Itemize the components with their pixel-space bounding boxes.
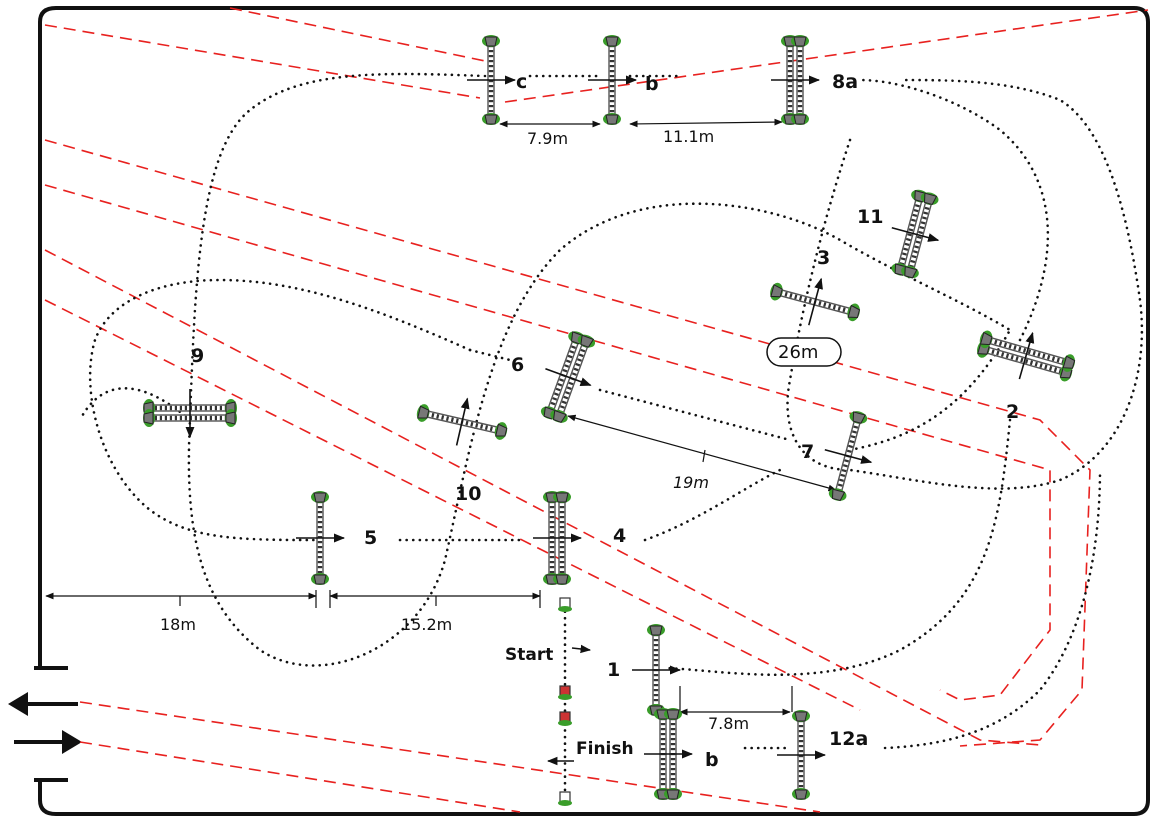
fence-2 [977, 330, 1076, 382]
start-arrow [571, 644, 592, 654]
track-line [44, 184, 1051, 701]
distance-markers [45, 118, 837, 716]
badge-distance-label: 26m [778, 342, 818, 363]
arrow-left-icon [8, 692, 78, 716]
track-lines [44, 7, 1149, 813]
fence-label-11: 11 [857, 206, 883, 228]
distance-badge: 26m [766, 337, 842, 367]
fence-3 [770, 277, 861, 326]
fence-4 [533, 491, 583, 585]
distance-label: 7.9m [527, 129, 568, 148]
arena-border [34, 6, 1150, 816]
distance-label: 7.8m [708, 714, 749, 733]
riding-path-segment [786, 78, 1144, 490]
marker-base [558, 606, 572, 612]
marker-base [558, 800, 572, 806]
fence-8a [771, 35, 821, 125]
track-line [229, 7, 491, 63]
fence-label-2: 2 [1006, 401, 1019, 423]
fence-label-8b: b [645, 73, 659, 95]
track-line [79, 701, 821, 813]
fence-7 [824, 411, 873, 502]
track-line [44, 299, 861, 711]
fence-1 [632, 624, 682, 716]
marker-base [558, 694, 572, 700]
start-label: Start [505, 645, 553, 665]
track-line [44, 139, 1091, 747]
fence-12a [777, 710, 827, 800]
fence-label-5: 5 [364, 527, 377, 549]
fence-10 [416, 397, 508, 446]
finish-label: Finish [576, 739, 634, 759]
fence-label-10: 10 [455, 483, 481, 505]
distance-tick [702, 449, 706, 463]
distance-label: 15.2m [401, 615, 452, 634]
fence-label-8a: 8a [832, 71, 858, 93]
fence-5 [296, 491, 346, 585]
track-line [79, 741, 521, 813]
distance-labels: 7.9m 11.1m 19m 18m 15.2m 7.8m 26m [160, 127, 842, 733]
riding-path-segment [663, 418, 1012, 677]
fence-label-4: 4 [613, 525, 626, 547]
arrow-right-icon [14, 730, 82, 754]
fence-6 [540, 331, 596, 423]
riding-path-segment [88, 278, 472, 542]
fence-11 [891, 189, 940, 279]
distance-arrow [629, 118, 783, 128]
start-finish-markers [546, 597, 592, 806]
fence-labels: 1 2 3 4 5 6 7 8a b c 9 10 11 12a b Start… [191, 71, 1019, 771]
fence-9 [143, 389, 237, 439]
fence-label-7: 7 [801, 441, 814, 463]
riding-path-segment [643, 468, 782, 542]
riding-path-segment [78, 387, 192, 422]
track-line [44, 24, 481, 99]
distance-label: 19m [673, 473, 709, 492]
fence-label-1: 1 [607, 659, 620, 681]
riding-path-segment [187, 72, 1012, 667]
fence-8c [467, 35, 517, 125]
track-line [504, 9, 1149, 103]
riding-path [78, 72, 1144, 802]
track-line [44, 249, 1041, 746]
distance-arrow [567, 414, 837, 492]
fence-label-6: 6 [511, 354, 524, 376]
fence-label-12a: 12a [829, 728, 868, 750]
fence-label-12b: b [705, 749, 719, 771]
distance-label: 11.1m [663, 127, 714, 146]
marker-base [558, 720, 572, 726]
riding-path-segment [858, 78, 1050, 342]
riding-path-segment [848, 328, 1012, 452]
fence-8b [588, 35, 638, 125]
fence-label-3: 3 [817, 247, 830, 269]
distance-label: 18m [160, 615, 196, 634]
fences [143, 35, 1076, 800]
fence-12b [644, 708, 694, 800]
riding-path-segment [883, 468, 1102, 750]
fence-label-8c: c [516, 71, 527, 93]
fence-label-9: 9 [191, 345, 204, 367]
